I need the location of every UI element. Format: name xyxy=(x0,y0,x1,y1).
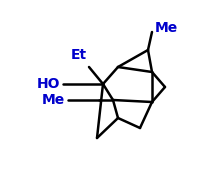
Text: Et: Et xyxy=(70,48,87,62)
Text: Me: Me xyxy=(42,93,65,107)
Text: Me: Me xyxy=(154,21,177,35)
Text: HO: HO xyxy=(36,77,60,91)
